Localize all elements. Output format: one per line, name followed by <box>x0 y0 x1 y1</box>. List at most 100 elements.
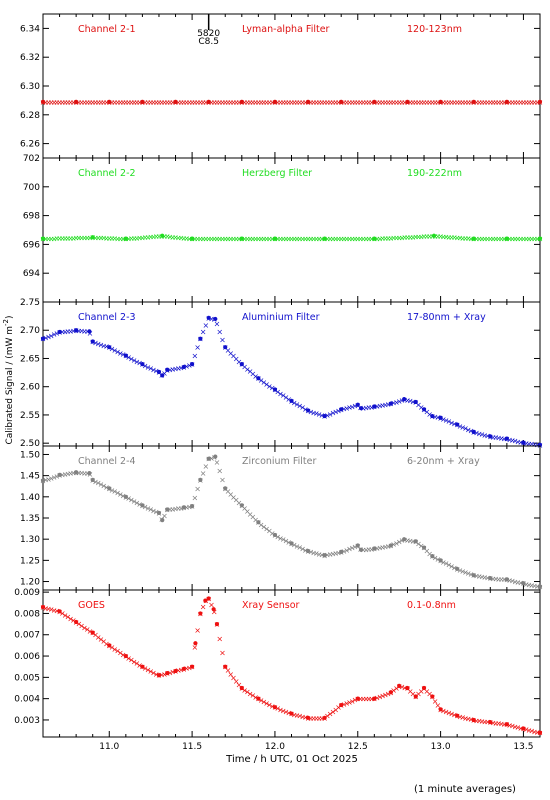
data-marker: × <box>244 688 251 697</box>
data-marker: × <box>277 534 284 543</box>
data-marker: × <box>285 395 292 404</box>
data-point <box>431 233 437 238</box>
data-marker: × <box>70 616 77 625</box>
data-marker: × <box>106 484 113 493</box>
data-marker: × <box>89 476 96 485</box>
data-point <box>455 422 460 427</box>
data-marker: × <box>274 98 281 107</box>
data-marker: × <box>440 98 447 107</box>
data-marker: × <box>175 98 182 107</box>
data-marker: × <box>446 561 453 570</box>
data-point <box>537 584 543 589</box>
data-marker: × <box>531 727 538 736</box>
data-point <box>372 99 377 104</box>
data-point <box>488 576 493 581</box>
data-marker: × <box>357 98 364 107</box>
data-marker: × <box>142 98 149 107</box>
data-marker: × <box>114 347 121 356</box>
data-marker: × <box>506 721 513 730</box>
data-marker: × <box>285 709 292 718</box>
data-marker: × <box>51 330 58 339</box>
data-marker: × <box>164 506 171 515</box>
data-point <box>289 711 294 716</box>
data-marker: × <box>227 235 234 244</box>
band-label: 17-80nm + Xray <box>407 312 486 323</box>
data-marker: × <box>53 329 60 338</box>
data-marker: × <box>48 474 55 483</box>
data-marker: × <box>404 684 411 693</box>
data-marker: × <box>346 98 353 107</box>
data-marker: × <box>87 329 94 338</box>
data-marker: × <box>426 98 433 107</box>
data-marker: × <box>294 711 301 720</box>
data-marker: × <box>45 332 52 341</box>
data-marker: × <box>528 235 535 244</box>
data-marker: × <box>465 425 472 434</box>
data-marker: × <box>233 354 240 363</box>
data-marker: × <box>249 691 256 700</box>
data-point <box>239 99 244 104</box>
data-marker: × <box>371 695 378 704</box>
data-marker: × <box>321 98 328 107</box>
data-marker: × <box>172 364 179 373</box>
data-marker: × <box>106 98 113 107</box>
data-marker: × <box>241 98 248 107</box>
data-marker: × <box>523 580 530 589</box>
data-point <box>87 471 92 476</box>
data-marker: × <box>189 360 196 369</box>
data-marker: × <box>451 419 458 428</box>
data-marker: × <box>390 234 397 243</box>
data-point <box>107 345 112 350</box>
data-point <box>123 353 128 358</box>
data-marker: × <box>261 235 268 244</box>
data-marker: × <box>385 689 392 698</box>
data-marker: × <box>214 320 221 329</box>
filter-label: Herzberg Filter <box>242 168 312 179</box>
data-marker: × <box>100 234 107 243</box>
data-marker: × <box>410 537 417 546</box>
data-marker: × <box>332 98 339 107</box>
data-marker: × <box>288 397 295 406</box>
data-marker: × <box>490 718 497 727</box>
data-marker: × <box>393 234 400 243</box>
data-marker: × <box>330 235 337 244</box>
data-marker: × <box>100 341 107 350</box>
data-marker: × <box>211 98 218 107</box>
data-point <box>339 702 344 708</box>
data-marker: × <box>512 577 519 586</box>
data-marker: × <box>225 98 232 107</box>
data-marker: × <box>534 98 541 107</box>
data-marker: × <box>459 234 466 243</box>
data-marker: × <box>122 352 129 361</box>
data-marker: × <box>332 705 339 714</box>
data-marker: × <box>131 356 138 365</box>
data-marker: × <box>399 683 406 692</box>
data-marker: × <box>498 235 505 244</box>
data-marker: × <box>136 359 143 368</box>
data-marker: × <box>219 648 226 657</box>
data-marker: × <box>78 234 85 243</box>
data-marker: × <box>368 545 375 554</box>
data-marker: × <box>56 607 63 616</box>
data-marker: × <box>338 701 345 710</box>
data-marker: × <box>73 234 80 243</box>
y-tick-label: 0.007 <box>14 631 40 641</box>
data-marker: × <box>128 234 135 243</box>
data-marker: × <box>139 98 146 107</box>
data-marker: × <box>437 705 444 714</box>
data-point <box>181 505 186 510</box>
data-marker: × <box>45 98 52 107</box>
data-marker: × <box>487 432 494 441</box>
data-marker: × <box>64 98 71 107</box>
data-marker: × <box>283 537 290 546</box>
data-marker: × <box>399 536 406 545</box>
data-marker: × <box>211 315 218 324</box>
data-marker: × <box>186 503 193 512</box>
data-marker: × <box>211 235 218 244</box>
y-tick-label: 698 <box>23 212 40 222</box>
data-point <box>165 670 170 676</box>
data-marker: × <box>399 396 406 405</box>
y-tick-label: 2.70 <box>20 326 40 336</box>
data-marker: × <box>200 235 207 244</box>
data-marker: × <box>294 542 301 551</box>
